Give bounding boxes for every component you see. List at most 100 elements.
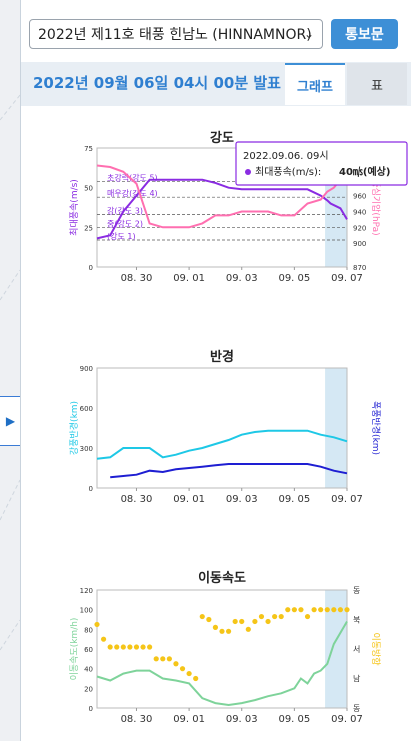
y2-tick-label: 900 <box>353 240 366 248</box>
direction-point <box>186 670 192 677</box>
x-tick-label: 09. 05 <box>278 273 310 284</box>
series-line-2 <box>96 164 348 229</box>
direction-point <box>166 656 172 662</box>
tooltip-box <box>235 141 408 186</box>
announcement-time: 2022년 09월 06일 04시 00분 발표 <box>33 74 281 92</box>
chevron-down-icon: ⌄ <box>303 27 314 41</box>
x-tick-label: 09. 05 <box>278 494 310 505</box>
typhoon-info-panel: 2022년 제11호 태풍 힌남노 (HINNAMNOR) ⌄ 통보문 2022… <box>20 0 411 741</box>
intensity-level-label: 매우강(강도 4) <box>107 188 158 198</box>
y2-axis-label: 중심기압(hPa) <box>370 179 382 235</box>
direction-point <box>225 628 232 634</box>
direction-point <box>114 644 120 650</box>
tab-graph[interactable]: 그래프 <box>285 63 345 105</box>
chart-2: 반경 0 300 600 900 08. 30 09. 01 09. 03 09. 05 09. … <box>68 349 382 505</box>
forecast-area <box>325 590 347 708</box>
direction-point <box>212 624 219 630</box>
direction-point <box>337 607 344 613</box>
announcement-bar <box>21 62 411 106</box>
direction-point <box>94 621 100 628</box>
y-tick-label: 60 <box>84 646 93 654</box>
x-tick-label: 09. 07 <box>331 273 363 284</box>
y-tick-label: 25 <box>84 224 93 232</box>
y2-tick-label: 870 <box>353 264 366 272</box>
direction-point <box>258 613 265 620</box>
direction-point <box>285 607 291 613</box>
y-tick-label: 300 <box>80 445 93 453</box>
y-tick-label: 20 <box>84 685 93 693</box>
x-tick-label: 08. 30 <box>121 273 153 284</box>
bulletin-button[interactable]: 통보문 <box>331 19 398 49</box>
direction-point <box>272 613 278 620</box>
x-tick-label: 09. 07 <box>331 714 363 725</box>
direction-point <box>318 607 324 613</box>
y-axis-label: 강풍반경(km) <box>68 401 80 455</box>
direction-point <box>304 613 311 620</box>
y-tick-label: 40 <box>84 666 93 674</box>
series-line-2 <box>110 463 348 479</box>
y-tick-label: 80 <box>84 626 93 634</box>
direction-point <box>344 607 350 613</box>
chevron-right-icon: ▶ <box>5 414 16 428</box>
y-tick-label: 0 <box>89 485 93 493</box>
y2-tick-label: 940 <box>353 208 366 216</box>
y-tick-label: 100 <box>80 607 93 615</box>
intensity-level-label: 초강력(강도 5) <box>107 172 158 182</box>
y-axis-label: 이동속도(km/h) <box>69 618 80 681</box>
direction-point <box>298 607 304 613</box>
series-line-1 <box>96 429 348 460</box>
direction-point <box>219 628 225 634</box>
chart-title: 반경 <box>210 349 234 365</box>
x-tick-label: 09. 03 <box>226 273 258 284</box>
direction-point <box>193 675 199 682</box>
x-tick-label: 09. 07 <box>331 494 363 505</box>
charts-canvas: 강도 0 25 50 75 08. 30 09. 01 09. 03 09. 05 09. 07 최… <box>68 130 408 725</box>
direction-point <box>147 644 153 650</box>
y-tick-label: 50 <box>84 185 93 193</box>
typhoon-select[interactable]: 2022년 제11호 태풍 힌남노 (HINNAMNOR) ⌄ <box>29 19 323 49</box>
direction-point <box>199 613 205 620</box>
typhoon-select-value: 2022년 제11호 태풍 힌남노 (HINNAMNOR) <box>38 27 312 43</box>
y2-axis-label: 폭풍반경(km) <box>370 401 382 455</box>
forecast-area <box>325 368 347 488</box>
chart-title: 이동속도 <box>198 570 246 586</box>
x-tick-label: 09. 01 <box>173 494 205 505</box>
x-tick-label: 09. 05 <box>278 714 310 725</box>
direction-point <box>179 666 186 672</box>
y-tick-label: 600 <box>80 405 93 413</box>
y2-tick-label: 동 <box>353 704 360 713</box>
series-line-1 <box>96 178 348 240</box>
direction-point <box>120 644 126 650</box>
tooltip-series: 최대풍속(m/s): <box>255 166 321 178</box>
direction-point <box>278 613 284 620</box>
y2-tick-label: 960 <box>353 193 366 201</box>
x-tick-label: 08. 30 <box>121 714 153 725</box>
x-tick-label: 08. 30 <box>121 494 153 505</box>
chart-3: 이동속도 0 20 40 60 80 100 120 08. 30 09. 01 09. 03 09.… <box>69 570 382 725</box>
tab-table[interactable]: 표 <box>347 63 407 105</box>
intensity-level-label: 중(강도 2) <box>107 218 143 228</box>
direction-point <box>265 618 271 625</box>
tooltip-marker <box>245 169 251 175</box>
y-tick-label: 900 <box>80 365 93 373</box>
direction-point <box>127 644 133 650</box>
direction-point <box>206 616 212 623</box>
direction-point <box>311 607 317 613</box>
direction-point <box>232 618 238 625</box>
direction-point <box>291 607 297 613</box>
plot-frame <box>96 367 348 489</box>
y-tick-label: 0 <box>89 264 93 272</box>
y-tick-label: 75 <box>84 145 93 153</box>
y2-tick-label: 서 <box>353 645 360 654</box>
direction-point <box>100 636 107 642</box>
direction-point <box>133 644 140 650</box>
x-tick-label: 09. 01 <box>173 714 205 725</box>
y-tick-label: 0 <box>89 705 93 713</box>
y2-axis-label: 이동방향 <box>370 632 382 665</box>
series-line-1 <box>96 620 348 707</box>
panel-toggle-button[interactable]: ▶ <box>0 396 22 446</box>
direction-point <box>107 644 113 650</box>
x-tick-label: 09. 03 <box>226 494 258 505</box>
